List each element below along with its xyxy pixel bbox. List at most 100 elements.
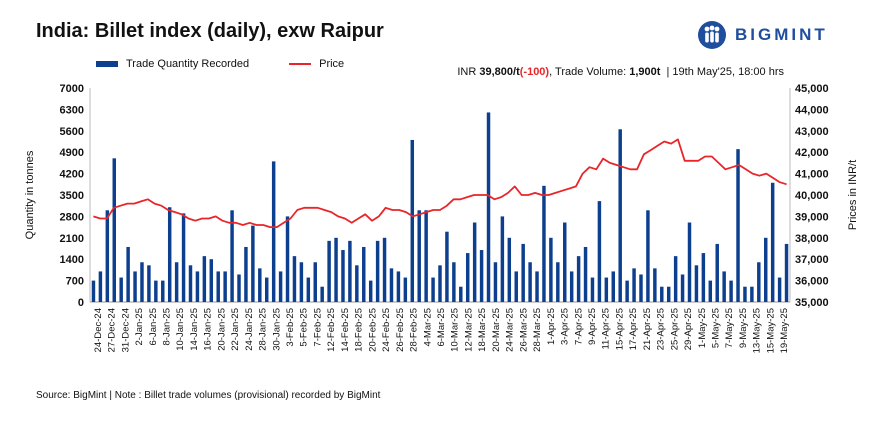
bar-trade-quantity <box>708 280 713 302</box>
bar-trade-quantity <box>514 271 518 302</box>
y-left-tick-label: 0 <box>78 297 84 309</box>
x-tick-label: 1-May-25 <box>697 308 708 348</box>
price-line <box>93 138 787 229</box>
bar-trade-quantity <box>563 222 567 302</box>
y-left-tick-label: 7000 <box>60 83 84 95</box>
bar-trade-quantity <box>216 271 220 302</box>
x-tick-label: 14-Feb-25 <box>340 308 351 352</box>
bar-trade-quantity <box>237 274 241 302</box>
y-left-tick-label: 700 <box>66 276 84 288</box>
legend-item-price: Price <box>289 58 344 70</box>
bar-trade-quantity <box>639 274 643 302</box>
price-info: INR 39,800/t(-100), Trade Volume: 1,900t… <box>457 66 784 78</box>
bar-trade-quantity <box>535 271 539 302</box>
x-tick-label: 6-Jan-25 <box>148 308 159 346</box>
bar-trade-quantity <box>320 286 324 302</box>
bar-trade-quantity <box>459 286 463 302</box>
x-tick-label: 3-Apr-25 <box>560 308 571 345</box>
bar-trade-quantity <box>715 243 719 302</box>
x-tick-label: 16-Jan-25 <box>203 308 214 351</box>
y-left-tick-label: 5600 <box>60 126 84 138</box>
x-tick-label: 5-Feb-25 <box>299 308 310 347</box>
y-right-tick-label: 41,000 <box>795 169 829 181</box>
bar-trade-quantity <box>271 161 276 302</box>
x-tick-label: 14-Jan-25 <box>189 308 200 351</box>
bar-trade-quantity <box>389 268 394 302</box>
chart-legend: Trade Quantity Recorded Price <box>96 58 384 70</box>
bar-trade-quantity <box>195 271 200 302</box>
x-tick-label: 22-Jan-25 <box>230 308 241 351</box>
y-left-tick-label: 1400 <box>60 254 84 266</box>
x-tick-label: 7-Feb-25 <box>313 308 324 347</box>
x-tick-label: 15-Apr-25 <box>614 308 625 350</box>
x-tick-label: 12-Mar-25 <box>464 308 475 352</box>
x-tick-label: 31-Dec-24 <box>120 308 131 352</box>
x-tick-label: 4-Mar-25 <box>422 308 433 347</box>
bar-trade-quantity <box>590 277 595 302</box>
bar-trade-quantity <box>576 256 581 302</box>
bar-trade-quantity <box>479 250 484 302</box>
x-tick-label: 24-Feb-25 <box>381 308 392 352</box>
x-tick-label: 29-Apr-25 <box>683 308 694 350</box>
bar-trade-quantity <box>119 277 123 302</box>
bar-trade-quantity <box>327 240 331 302</box>
legend-swatch-line <box>289 63 312 65</box>
x-tick-label: 2-Jan-25 <box>134 308 145 346</box>
y-right-tick-label: 36,000 <box>795 276 829 288</box>
bar-trade-quantity <box>368 280 373 302</box>
y-left-tick-label: 2100 <box>60 233 84 245</box>
bar-trade-quantity <box>784 243 789 302</box>
info-change: (-100) <box>519 66 550 78</box>
x-tick-label: 3-Feb-25 <box>285 308 296 347</box>
y-left-tick-label: 2800 <box>60 211 84 223</box>
y-axis-left-title: Quantity in tonnes <box>24 150 36 239</box>
bar-trade-quantity <box>244 246 248 302</box>
bar-trade-quantity <box>265 277 269 302</box>
bar-trade-quantity <box>334 237 338 302</box>
x-tick-label: 27-Dec-24 <box>107 308 118 352</box>
y-left-tick-label: 4200 <box>60 169 84 181</box>
bar-trade-quantity <box>147 265 151 302</box>
bar-trade-quantity <box>722 271 726 302</box>
bar-trade-quantity <box>140 262 144 302</box>
bar-trade-quantity <box>417 210 421 302</box>
bar-trade-quantity <box>161 280 165 302</box>
bar-trade-quantity <box>694 265 699 302</box>
y-left-tick-label: 3500 <box>60 190 84 202</box>
bar-trade-quantity <box>181 213 186 302</box>
legend-item-trade-quantity: Trade Quantity Recorded <box>96 58 249 70</box>
info-volume: 1,900t <box>629 66 661 78</box>
y-right-tick-label: 39,000 <box>795 211 829 223</box>
bar-trade-quantity <box>341 250 345 302</box>
x-tick-label: 19-May-25 <box>779 308 790 353</box>
bar-trade-quantity <box>431 277 435 302</box>
bar-trade-quantity <box>452 262 456 302</box>
bar-trade-quantity <box>403 277 408 302</box>
y-left-tick-label: 4900 <box>60 147 84 159</box>
bar-trade-quantity <box>375 240 380 302</box>
bar-trade-quantity <box>521 243 525 302</box>
bigmint-people-icon <box>698 21 726 49</box>
bar-trade-quantity <box>465 253 470 302</box>
brand-logo: BIGMINT <box>697 20 828 50</box>
bar-trade-quantity <box>493 262 498 302</box>
x-tick-label: 17-Apr-25 <box>628 308 639 350</box>
bar-trade-quantity <box>569 271 574 302</box>
x-tick-label: 26-Mar-25 <box>518 308 529 352</box>
bar-trade-quantity <box>604 277 609 302</box>
x-tick-label: 18-Mar-25 <box>477 308 488 352</box>
bar-trade-quantity <box>597 201 602 302</box>
bar-trade-quantity <box>105 210 110 302</box>
bar-trade-quantity <box>382 237 387 302</box>
x-tick-label: 30-Jan-25 <box>271 308 282 351</box>
bar-trade-quantity <box>299 262 304 302</box>
x-tick-label: 1-Apr-25 <box>546 308 557 345</box>
y-right-tick-label: 43,000 <box>795 126 829 138</box>
bar-trade-quantity <box>736 149 740 302</box>
bar-trade-quantity <box>424 210 428 302</box>
legend-label-bar: Trade Quantity Recorded <box>126 58 250 70</box>
logo-text: BIGMINT <box>735 25 828 44</box>
bar-trade-quantity <box>583 246 588 302</box>
y-axis-right-title: Prices in INR/t <box>847 160 859 230</box>
